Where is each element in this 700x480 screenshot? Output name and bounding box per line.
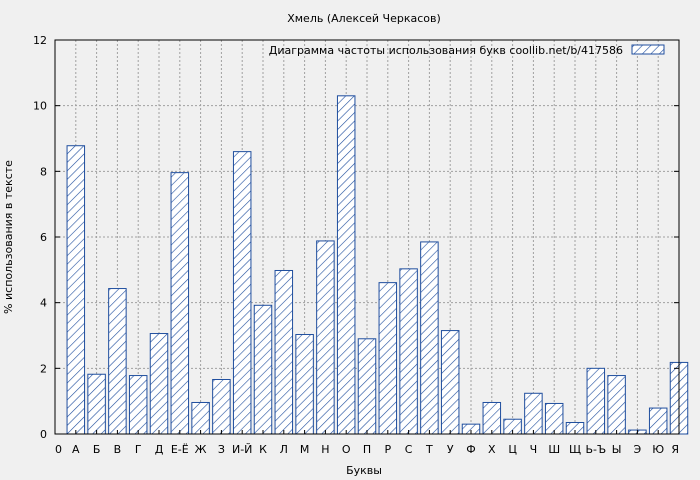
x-tick-label: Н	[321, 443, 329, 456]
y-tick-labels: 0 2 4 6 8 10 12	[33, 34, 47, 441]
x-tick-label: Ш	[548, 443, 560, 456]
x-tick-label: Я	[671, 443, 679, 456]
bar-5	[149, 333, 169, 435]
x-tick-label: Е-Ё	[171, 443, 189, 456]
bar-2	[87, 373, 106, 435]
y-tick-label: 2	[40, 362, 47, 375]
bar-27	[607, 375, 626, 435]
x-tick-label: Ы	[612, 443, 622, 456]
bar-7	[191, 401, 210, 435]
x-tick-label: Б	[93, 443, 101, 456]
bar-8	[212, 378, 231, 435]
x-tick-label: С	[405, 443, 413, 456]
x-tick-label: Х	[488, 443, 496, 456]
x-tick-label: Ц	[508, 443, 517, 456]
x-tick-label: Д	[155, 443, 164, 456]
axes	[54, 39, 680, 435]
bar-19	[440, 330, 460, 435]
x-tick-label: В	[114, 443, 122, 456]
chart-title: Хмель (Алексей Черкасов)	[287, 12, 441, 25]
x-tick-label: Ь-Ъ	[585, 443, 606, 456]
legend-swatch	[631, 44, 665, 55]
x-tick-label: У	[447, 443, 454, 456]
x-tick-labels: 0 А Б В Г Д Е-Ё Ж З И-Й К Л М Н О П Р С Т У Ф Х Ц Ч Ш Щ Ь-Ъ Ы Э Ю Я	[55, 443, 679, 456]
x-tick-label: Щ	[569, 443, 581, 456]
bar-3	[108, 288, 127, 435]
y-tick-label: 10	[33, 100, 47, 113]
bar-6	[170, 172, 190, 435]
x-tick-label: З	[218, 443, 225, 456]
x-axis-label: Буквы	[346, 464, 382, 477]
y-tick-label: 0	[40, 428, 47, 441]
x-tick-label: А	[72, 443, 80, 456]
bar-14	[336, 95, 356, 435]
x-tick-label: Ж	[195, 443, 207, 456]
x-tick-label: Ю	[652, 443, 664, 456]
x-tick-label: 0	[55, 443, 62, 456]
bar-23	[524, 392, 543, 435]
bar-11	[274, 269, 294, 435]
x-tick-label: И-Й	[232, 443, 252, 456]
bar-12	[295, 334, 314, 435]
bar-9	[232, 151, 252, 435]
bar-16	[378, 282, 398, 435]
x-tick-label: Р	[384, 443, 391, 456]
bar-18	[420, 241, 439, 435]
x-tick-label: Л	[280, 443, 288, 456]
y-tick-label: 6	[40, 231, 47, 244]
y-tick-label: 8	[40, 165, 47, 178]
x-tick-label: М	[300, 443, 310, 456]
x-tick-label: Ф	[466, 443, 475, 456]
bar-1	[66, 145, 86, 435]
y-axis-label: % использования в тексте	[2, 160, 15, 314]
x-tick-label: Г	[135, 443, 142, 456]
y-tick-label: 4	[40, 297, 47, 310]
bars	[66, 95, 689, 435]
bar-13	[316, 240, 335, 435]
bar-17	[399, 268, 418, 435]
x-tick-label: О	[342, 443, 351, 456]
bar-26	[586, 367, 606, 435]
x-tick-label: Ч	[530, 443, 538, 456]
x-tick-label: Т	[425, 443, 433, 456]
y-tick-label: 12	[33, 34, 47, 47]
legend-label: Диаграмма частоты использования букв coo…	[269, 44, 623, 57]
bar-24	[544, 402, 564, 435]
x-tick-label: К	[259, 443, 267, 456]
x-tick-label: Э	[634, 443, 642, 456]
bar-4	[128, 375, 148, 435]
legend: Диаграмма частоты использования букв coo…	[269, 44, 665, 57]
bar-10	[253, 304, 273, 435]
bar-15	[357, 338, 377, 435]
bar-21	[482, 401, 502, 435]
x-tick-label: П	[363, 443, 371, 456]
